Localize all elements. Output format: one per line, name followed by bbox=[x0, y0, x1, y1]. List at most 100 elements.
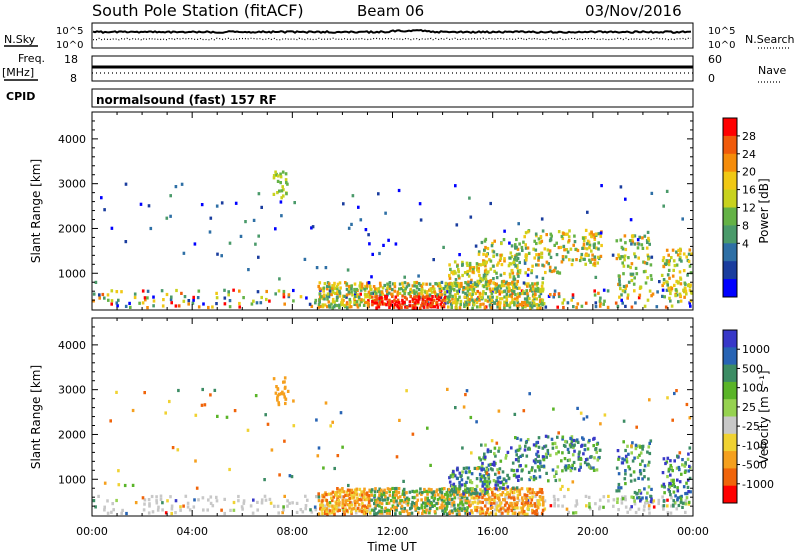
heatmap-cell bbox=[553, 292, 556, 297]
heatmap-cell bbox=[260, 205, 263, 209]
heatmap-cell bbox=[504, 496, 507, 500]
heatmap-cell bbox=[415, 306, 419, 310]
heatmap-cell bbox=[381, 498, 385, 502]
heatmap-cell bbox=[117, 298, 120, 302]
heatmap-cell bbox=[197, 498, 200, 502]
heatmap-cell bbox=[497, 261, 500, 265]
heatmap-cell bbox=[357, 205, 360, 209]
heatmap-cell bbox=[369, 284, 372, 289]
colorbar-segment bbox=[723, 171, 737, 191]
heatmap-cell bbox=[375, 301, 379, 305]
heatmap-cell bbox=[411, 304, 414, 308]
nsky-trace bbox=[92, 28, 692, 35]
heatmap-cell bbox=[484, 261, 488, 265]
heatmap-cell bbox=[505, 454, 508, 458]
heatmap-cell bbox=[396, 290, 399, 294]
heatmap-cell bbox=[415, 489, 419, 493]
heatmap-cell bbox=[591, 253, 594, 257]
heatmap-cell bbox=[537, 465, 540, 469]
heatmap-cell bbox=[165, 292, 169, 297]
heatmap-cell bbox=[626, 293, 630, 297]
heatmap-cell bbox=[655, 305, 659, 309]
heatmap-cell bbox=[232, 500, 236, 505]
heatmap-cell bbox=[385, 297, 388, 301]
heatmap-cell bbox=[295, 510, 299, 514]
colorbar-segment bbox=[723, 416, 737, 435]
heatmap-cell bbox=[350, 501, 354, 505]
heatmap-cell bbox=[511, 298, 514, 302]
heatmap-cell bbox=[327, 295, 331, 299]
heatmap-cell bbox=[134, 501, 138, 505]
heatmap-cell bbox=[388, 281, 392, 285]
heatmap-cell bbox=[631, 240, 635, 244]
heatmap-cell bbox=[494, 454, 497, 458]
heatmap-cell bbox=[405, 509, 409, 513]
heatmap-cell bbox=[382, 243, 385, 247]
heatmap-cell bbox=[353, 300, 356, 305]
heatmap-cell bbox=[299, 508, 303, 512]
heatmap-cell bbox=[333, 291, 337, 295]
heatmap-cell bbox=[415, 501, 418, 505]
heatmap-cell bbox=[661, 258, 665, 263]
heatmap-cell bbox=[583, 461, 587, 465]
heatmap-cell bbox=[366, 300, 369, 305]
heatmap-cell bbox=[486, 448, 490, 452]
heatmap-cell bbox=[671, 418, 674, 422]
heatmap-cell bbox=[507, 495, 511, 499]
heatmap-cell bbox=[596, 255, 600, 259]
heatmap-cell bbox=[488, 486, 491, 491]
heatmap-cell bbox=[447, 282, 451, 286]
heatmap-cell bbox=[485, 480, 489, 484]
heatmap-cell bbox=[592, 243, 596, 247]
heatmap-cell bbox=[426, 501, 430, 505]
heatmap-cell bbox=[570, 298, 573, 302]
colorbar-segment bbox=[723, 279, 737, 298]
heatmap-cell bbox=[557, 230, 561, 234]
heatmap-cell bbox=[423, 510, 427, 514]
heatmap-cell bbox=[562, 244, 566, 248]
heatmap-cell bbox=[358, 493, 362, 497]
heatmap-cell bbox=[541, 455, 545, 459]
heatmap-cell bbox=[517, 222, 520, 226]
heatmap-cell bbox=[413, 496, 416, 500]
heatmap-cell bbox=[650, 191, 654, 195]
heatmap-cell bbox=[415, 298, 418, 302]
heatmap-cell bbox=[335, 502, 338, 506]
heatmap-cell bbox=[678, 480, 682, 484]
heatmap-cell bbox=[639, 472, 643, 476]
heatmap-cell bbox=[468, 470, 471, 474]
heatmap-cell bbox=[584, 253, 587, 257]
heatmap-cell bbox=[670, 478, 673, 482]
heatmap-cell bbox=[587, 495, 591, 499]
heatmap-cell bbox=[492, 277, 495, 281]
heatmap-cell bbox=[363, 504, 367, 508]
heatmap-cell bbox=[561, 504, 564, 508]
heatmap-cell bbox=[466, 263, 469, 267]
heatmap-cell bbox=[630, 444, 633, 448]
heatmap-cell bbox=[467, 500, 471, 504]
heatmap-cell bbox=[331, 300, 335, 304]
heatmap-cell bbox=[448, 274, 451, 278]
heatmap-cell bbox=[111, 502, 114, 506]
heatmap-cell bbox=[683, 295, 686, 299]
heatmap-cell bbox=[536, 450, 540, 454]
heatmap-cell bbox=[450, 489, 453, 493]
nsearch-label: N.Search bbox=[745, 33, 795, 46]
heatmap-cell bbox=[328, 501, 332, 505]
heatmap-cell bbox=[676, 454, 679, 458]
heatmap-cell bbox=[651, 292, 655, 296]
heatmap-cell bbox=[148, 502, 151, 506]
heatmap-cell bbox=[503, 503, 507, 507]
heatmap-cell bbox=[454, 295, 457, 299]
colorbar-segment bbox=[723, 468, 737, 487]
heatmap-cell bbox=[553, 268, 556, 272]
heatmap-cell bbox=[622, 419, 626, 423]
heatmap-cell bbox=[478, 472, 482, 476]
heatmap-cell bbox=[661, 294, 664, 298]
heatmap-cell bbox=[526, 447, 530, 451]
heatmap-cell bbox=[159, 494, 163, 498]
heatmap-cell bbox=[564, 464, 568, 468]
heatmap-cell bbox=[567, 487, 570, 492]
heatmap-cell bbox=[342, 490, 346, 494]
heatmap-cell bbox=[249, 504, 253, 508]
